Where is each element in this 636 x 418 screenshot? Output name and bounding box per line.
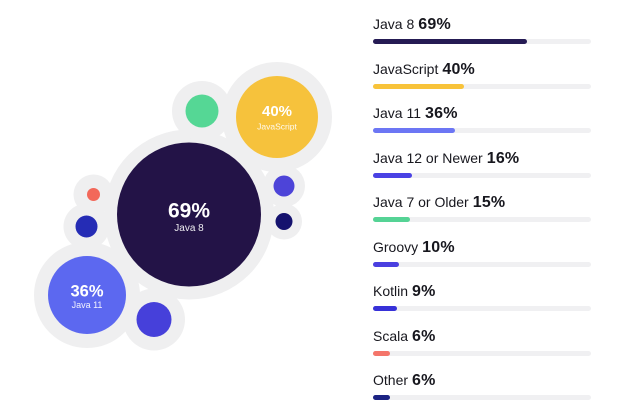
bar-track: [373, 217, 591, 222]
bar-track: [373, 261, 591, 267]
bar-name: Java 8: [373, 16, 415, 32]
bar-track: [373, 83, 591, 89]
bubble-name-label: JavaScript: [257, 122, 297, 132]
bubble-deep-blue-small: [75, 215, 98, 238]
bubble-name-label: Java 11: [72, 300, 103, 310]
bar-label: Kotlin 9%: [373, 283, 591, 300]
bubble-percent-label: 69%: [168, 200, 210, 223]
bar-track: [373, 350, 591, 356]
bar-name: Java 7 or Older: [373, 194, 469, 210]
bar-label: Java 12 or Newer 16%: [373, 150, 591, 167]
bubble-blue-medium: [136, 302, 172, 337]
bar-percent: 36%: [425, 105, 458, 122]
bar-fill: [373, 39, 528, 44]
bar-row: Java 7 or Older 15%: [373, 194, 591, 222]
bubble-salmon-small: [87, 188, 100, 201]
bubble-percent-label: 40%: [262, 103, 292, 120]
bar-percent: 16%: [486, 149, 520, 167]
bubble-green-small: [185, 94, 219, 128]
bar-label: JavaScript 40%: [373, 61, 591, 78]
bar-fill: [373, 172, 412, 178]
bar-row: JavaScript 40%: [373, 61, 591, 89]
bar-track: [373, 39, 591, 44]
bubble-name-label: Java 8: [174, 223, 204, 234]
bubble-chart: 69%Java 8 40% JavaScript 36%Java 11: [34, 62, 332, 351]
bar-name: Groovy: [373, 238, 419, 255]
bar-percent: 6%: [412, 372, 436, 389]
bar-percent: 15%: [472, 194, 506, 211]
bar-row: Kotlin 9%: [373, 283, 591, 311]
bubble-java-8: [117, 142, 261, 287]
bar-label: Java 11 36%: [373, 105, 591, 122]
bar-row: Java 12 or Newer 16%: [373, 150, 591, 178]
bar-percent: 6%: [412, 327, 436, 345]
bar-track: [373, 395, 591, 400]
bar-row: Other 6%: [373, 372, 591, 400]
bar-track: [373, 172, 591, 178]
bar-fill: [373, 350, 391, 356]
bubble-navy-small: [275, 213, 293, 230]
bar-fill: [373, 395, 391, 400]
bar-name: Scala: [373, 327, 409, 344]
bar-label: Java 8 69%: [373, 16, 591, 33]
bar-list: Java 8 69% JavaScript 40% Java 11 36% Java …: [373, 16, 591, 417]
bubble-percent-label: 36%: [70, 283, 103, 301]
bar-name: Java 12 or Newer: [373, 149, 483, 166]
bar-row: Groovy 10%: [373, 239, 591, 267]
bar-name: Java 11: [373, 105, 421, 121]
bar-percent: 40%: [442, 60, 475, 78]
bar-label: Java 7 or Older 15%: [373, 194, 591, 211]
bubble-java-11: [48, 256, 126, 334]
bar-name: Kotlin: [373, 283, 409, 299]
bar-label: Other 6%: [373, 372, 591, 389]
bar-name: JavaScript: [373, 60, 439, 77]
bar-fill: [373, 83, 465, 89]
bar-fill: [373, 217, 410, 222]
bar-fill: [373, 306, 397, 311]
bar-row: Java 11 36%: [373, 105, 591, 133]
bar-row: Java 8 69%: [373, 16, 591, 44]
bubble-javascript: [236, 76, 318, 158]
bubble-chart-area: 69% Java 8 40% JavaScript 36% Java 11: [34, 62, 332, 351]
bar-fill: [373, 128, 456, 133]
bar-track: [373, 306, 591, 311]
bar-percent: 9%: [412, 283, 436, 300]
bar-percent: 69%: [418, 16, 451, 33]
bar-row: Scala 6%: [373, 328, 591, 356]
bar-track: [373, 128, 591, 133]
bar-label: Scala 6%: [373, 328, 591, 345]
bubble-blue-violet-small: [273, 175, 295, 197]
bar-label: Groovy 10%: [373, 239, 591, 256]
bar-percent: 10%: [422, 238, 455, 256]
bar-name: Other: [373, 372, 409, 388]
bar-fill: [373, 261, 399, 267]
